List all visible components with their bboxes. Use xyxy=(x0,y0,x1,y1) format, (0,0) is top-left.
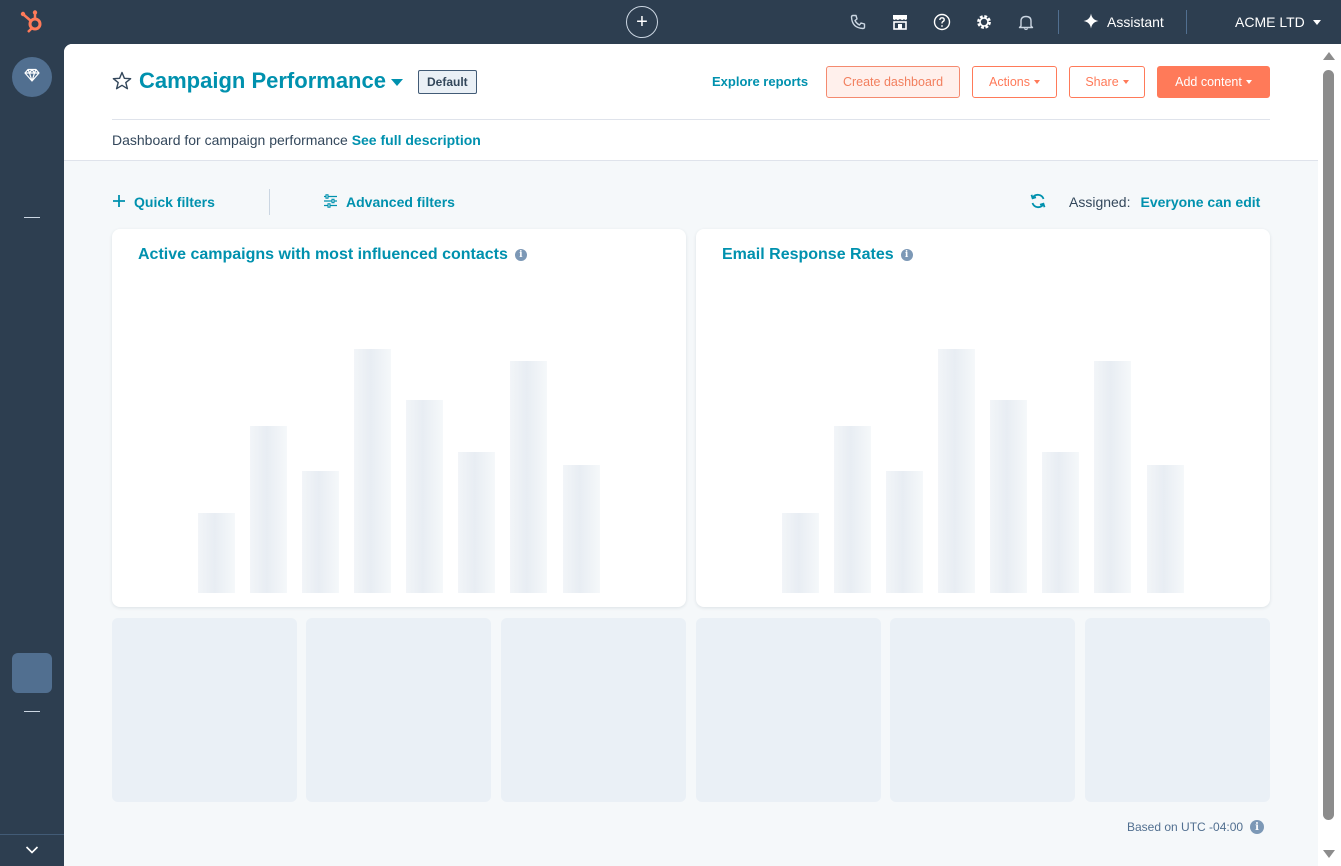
report-title-text[interactable]: Active campaigns with most influenced co… xyxy=(138,246,508,263)
scroll-up-arrow-icon[interactable] xyxy=(1323,52,1335,60)
create-dashboard-label: Create dashboard xyxy=(842,75,944,89)
loading-bar-placeholder xyxy=(1094,361,1131,593)
actions-label: Actions xyxy=(989,75,1030,89)
nav-divider xyxy=(1186,10,1187,34)
account-menu[interactable]: ACME LTD xyxy=(1235,12,1321,32)
loading-bar-placeholder xyxy=(510,361,547,593)
sidebar-divider xyxy=(24,711,40,712)
dashboard-description: Dashboard for campaign performance See f… xyxy=(112,132,481,148)
filter-divider xyxy=(269,189,270,215)
report-card[interactable]: Active campaigns with most influenced co… xyxy=(112,229,686,607)
add-content-label: Add content xyxy=(1175,75,1242,89)
sidebar-item-marketing[interactable] xyxy=(12,57,52,97)
dashboard-title-selector[interactable]: Campaign Performance xyxy=(111,68,403,94)
help-icon[interactable] xyxy=(932,12,952,32)
loading-bar-placeholder xyxy=(354,349,391,593)
info-icon[interactable]: i xyxy=(1250,820,1265,834)
loading-bar-placeholder xyxy=(1147,465,1184,593)
chevron-down-icon xyxy=(25,842,39,860)
hubspot-logo-icon[interactable] xyxy=(18,8,46,36)
loading-bar-placeholder xyxy=(406,400,443,593)
phone-icon[interactable] xyxy=(848,12,868,32)
quick-filters-button[interactable]: Quick filters xyxy=(112,192,215,212)
sparkle-icon xyxy=(1083,13,1099,32)
description-text: Dashboard for campaign performance xyxy=(112,132,348,148)
loading-bar-placeholder xyxy=(250,426,287,593)
add-content-button[interactable]: Add content xyxy=(1157,66,1270,98)
loading-tile-placeholder xyxy=(890,618,1075,802)
loading-bar-placeholder xyxy=(886,471,923,593)
share-button[interactable]: Share xyxy=(1069,66,1145,98)
create-dashboard-button[interactable]: Create dashboard xyxy=(826,66,960,98)
diamond-icon xyxy=(24,67,40,88)
loading-tile-placeholder xyxy=(696,618,881,802)
chevron-down-icon xyxy=(1034,80,1040,84)
chevron-down-icon xyxy=(1122,80,1129,84)
loading-bar-placeholder xyxy=(782,513,819,593)
assistant-button[interactable]: Assistant xyxy=(1083,12,1164,32)
assistant-label: Assistant xyxy=(1107,14,1164,30)
header-divider xyxy=(112,119,1270,120)
scrollbar-thumb[interactable] xyxy=(1323,70,1334,820)
loading-bar-placeholder xyxy=(938,349,975,593)
loading-bar-placeholder xyxy=(302,471,339,593)
see-full-description-link[interactable]: See full description xyxy=(351,132,481,148)
assigned-label: Assigned: xyxy=(1069,194,1131,210)
left-sidebar xyxy=(0,44,64,866)
share-label: Share xyxy=(1085,75,1119,89)
notifications-bell-icon[interactable] xyxy=(1016,12,1036,32)
chevron-down-icon xyxy=(1245,80,1252,84)
plus-icon: + xyxy=(636,11,648,33)
report-card[interactable]: Email Response Rates i xyxy=(696,229,1270,607)
chevron-down-icon xyxy=(1312,19,1321,25)
page-title[interactable]: Campaign Performance xyxy=(139,68,386,93)
loading-tile-placeholder xyxy=(1085,618,1270,802)
loading-bar-placeholder xyxy=(198,513,235,593)
loading-bar-placeholder xyxy=(458,452,495,593)
loading-bar-placeholder xyxy=(990,400,1027,593)
timezone-text: Based on UTC -04:00 xyxy=(1127,820,1244,834)
report-card-title: Email Response Rates i xyxy=(722,246,913,264)
account-name: ACME LTD xyxy=(1235,14,1305,30)
chevron-down-icon[interactable] xyxy=(390,78,403,86)
create-new-button[interactable]: + xyxy=(626,6,658,38)
timezone-note: Based on UTC -04:00 i xyxy=(1127,820,1265,834)
sliders-icon xyxy=(323,193,338,211)
report-card-title: Active campaigns with most influenced co… xyxy=(138,246,527,264)
loading-tile-placeholder xyxy=(306,618,491,802)
advanced-filters-label: Advanced filters xyxy=(346,194,455,210)
top-navigation: + Assistant ACME LTD xyxy=(0,0,1341,44)
loading-bar-placeholder xyxy=(1042,452,1079,593)
nav-divider xyxy=(1058,10,1059,34)
actions-button[interactable]: Actions xyxy=(972,66,1057,98)
marketplace-icon[interactable] xyxy=(890,12,910,32)
assigned-permissions: Assigned: Everyone can edit xyxy=(1029,192,1260,212)
info-icon[interactable]: i xyxy=(900,249,913,261)
loading-bar-placeholder xyxy=(563,465,600,593)
favorite-star-icon[interactable] xyxy=(111,70,133,92)
loading-tile-placeholder xyxy=(501,618,686,802)
quick-filters-label: Quick filters xyxy=(134,194,215,210)
dashboard-panel: Campaign Performance Default Explore rep… xyxy=(64,44,1341,866)
refresh-icon[interactable] xyxy=(1029,192,1047,213)
loading-tile-placeholder xyxy=(112,618,297,802)
settings-gear-icon[interactable] xyxy=(974,12,994,32)
advanced-filters-button[interactable]: Advanced filters xyxy=(323,192,455,212)
assigned-value-link[interactable]: Everyone can edit xyxy=(1140,194,1261,210)
info-icon[interactable]: i xyxy=(514,249,527,261)
report-title-text[interactable]: Email Response Rates xyxy=(722,246,894,263)
scroll-down-arrow-icon[interactable] xyxy=(1323,850,1335,858)
sidebar-expand-button[interactable] xyxy=(0,834,64,866)
explore-reports-link[interactable]: Explore reports xyxy=(712,74,809,89)
plus-icon xyxy=(112,194,126,211)
dashboard-header: Campaign Performance Default Explore rep… xyxy=(64,44,1318,161)
default-badge: Default xyxy=(418,70,477,94)
sidebar-item-placeholder[interactable] xyxy=(12,653,52,693)
loading-bar-placeholder xyxy=(834,426,871,593)
sidebar-divider xyxy=(24,217,40,218)
